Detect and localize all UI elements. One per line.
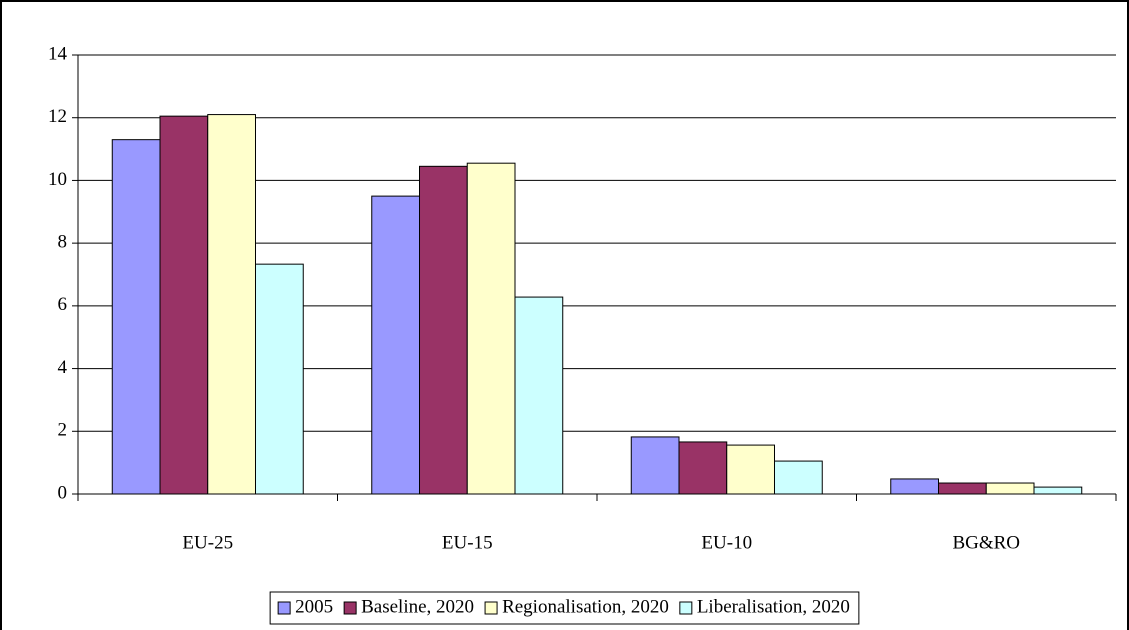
legend-label: Regionalisation, 2020 bbox=[502, 596, 669, 617]
y-tick-label: 12 bbox=[48, 106, 67, 127]
legend-swatch bbox=[679, 601, 693, 615]
bar bbox=[159, 115, 209, 495]
bar bbox=[773, 460, 823, 495]
legend-label: 2005 bbox=[295, 596, 333, 617]
legend-box bbox=[269, 591, 860, 625]
bar bbox=[985, 482, 1035, 495]
bar bbox=[890, 478, 940, 495]
y-tick-label: 6 bbox=[58, 294, 68, 315]
bar bbox=[514, 296, 564, 495]
bar bbox=[207, 114, 256, 495]
legend-swatch bbox=[277, 601, 291, 615]
bar bbox=[726, 444, 775, 495]
x-tick-label: BG&RO bbox=[952, 532, 1020, 553]
bar bbox=[678, 441, 728, 495]
y-tick-label: 14 bbox=[48, 43, 68, 64]
bar bbox=[1033, 486, 1083, 495]
bar bbox=[630, 436, 680, 495]
x-tick-label: EU-15 bbox=[442, 532, 493, 553]
bar bbox=[419, 165, 468, 495]
legend-swatch bbox=[343, 601, 357, 615]
x-tick-label: EU-25 bbox=[182, 532, 233, 553]
bar bbox=[111, 139, 161, 495]
x-tick-label: EU-10 bbox=[701, 532, 752, 553]
legend-label: Baseline, 2020 bbox=[361, 596, 474, 617]
y-tick-label: 0 bbox=[58, 482, 68, 503]
bar bbox=[371, 195, 421, 495]
y-tick-label: 8 bbox=[58, 232, 68, 253]
y-tick-label: 10 bbox=[48, 169, 67, 190]
legend-label: Liberalisation, 2020 bbox=[697, 596, 850, 617]
bar bbox=[254, 263, 304, 495]
y-tick-label: 2 bbox=[58, 420, 68, 441]
legend-swatch bbox=[484, 601, 498, 615]
bar bbox=[466, 162, 516, 495]
bar bbox=[938, 482, 987, 495]
y-tick-label: 4 bbox=[58, 357, 68, 378]
